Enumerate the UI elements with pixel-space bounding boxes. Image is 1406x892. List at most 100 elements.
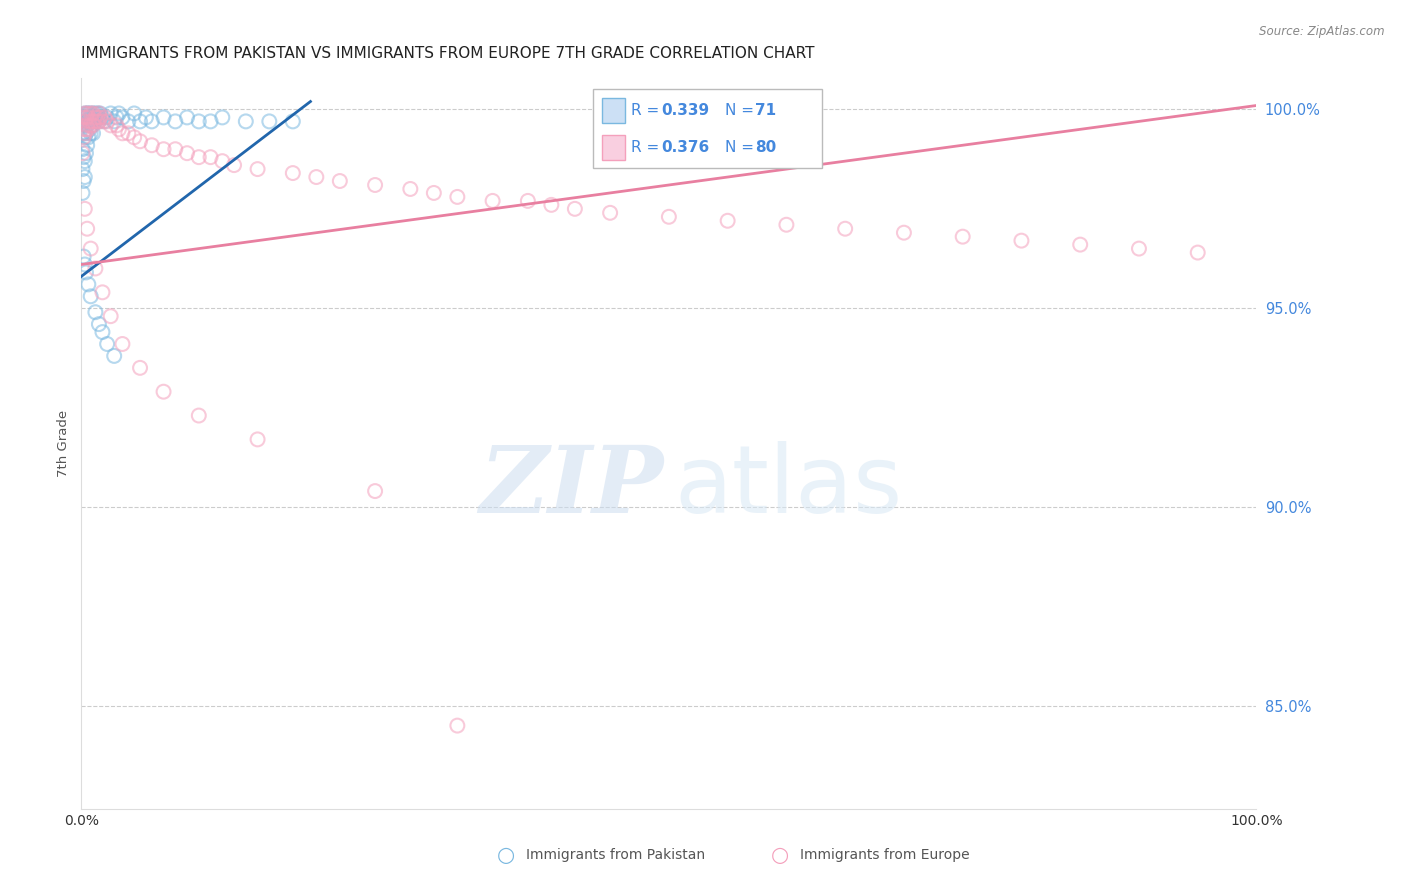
Point xyxy=(1010,234,1032,248)
Point xyxy=(117,126,139,140)
Point xyxy=(246,162,269,177)
Point xyxy=(72,111,94,125)
Point xyxy=(305,169,328,184)
Point xyxy=(100,119,122,133)
Point xyxy=(105,119,128,133)
Point xyxy=(77,111,100,125)
Point xyxy=(364,484,387,499)
Point xyxy=(200,150,222,164)
Point xyxy=(80,114,103,128)
Text: ZIP: ZIP xyxy=(479,442,664,533)
Point xyxy=(658,210,681,224)
Text: Immigrants from Europe: Immigrants from Europe xyxy=(800,847,970,862)
Point xyxy=(481,194,503,208)
Point xyxy=(717,213,740,227)
Point xyxy=(211,154,233,169)
Point xyxy=(86,114,108,128)
Point xyxy=(540,198,562,212)
Point xyxy=(91,114,114,128)
Point xyxy=(96,111,118,125)
Point xyxy=(82,119,104,133)
Point xyxy=(84,106,107,120)
Point xyxy=(446,718,468,732)
Point xyxy=(152,142,174,156)
Point xyxy=(83,111,105,125)
Point xyxy=(599,206,621,220)
Point xyxy=(82,126,104,140)
Point xyxy=(75,146,97,161)
Point xyxy=(87,106,110,120)
Point xyxy=(165,114,187,128)
Point xyxy=(564,202,586,216)
Point xyxy=(129,114,152,128)
Point xyxy=(364,178,387,192)
Text: atlas: atlas xyxy=(675,442,903,533)
Point xyxy=(187,409,209,423)
Text: Immigrants from Pakistan: Immigrants from Pakistan xyxy=(526,847,704,862)
Point xyxy=(82,106,104,120)
Text: ○: ○ xyxy=(772,845,789,864)
Point xyxy=(96,337,118,351)
Point xyxy=(80,119,103,133)
Point xyxy=(72,111,94,125)
Point xyxy=(91,325,114,339)
Point xyxy=(76,106,98,120)
Point xyxy=(76,106,98,120)
Point xyxy=(222,158,245,172)
Point xyxy=(165,142,187,156)
Point xyxy=(129,360,152,375)
Point xyxy=(76,119,98,133)
Point xyxy=(75,122,97,136)
Point xyxy=(84,111,107,125)
Point xyxy=(516,194,538,208)
Point xyxy=(108,122,131,136)
Point xyxy=(72,122,94,136)
Point xyxy=(80,111,103,125)
Point xyxy=(72,146,94,161)
Point xyxy=(72,150,94,164)
Point xyxy=(75,265,97,279)
Point xyxy=(94,114,117,128)
Point xyxy=(73,126,96,140)
Point xyxy=(72,126,94,140)
Point xyxy=(80,242,103,256)
Point xyxy=(87,114,110,128)
Point xyxy=(76,119,98,133)
Point xyxy=(176,146,198,161)
Point xyxy=(329,174,352,188)
Point xyxy=(75,126,97,140)
Point xyxy=(423,186,446,200)
Point xyxy=(103,349,125,363)
Point xyxy=(80,106,103,120)
Point xyxy=(111,337,134,351)
Point xyxy=(76,138,98,153)
Point xyxy=(86,111,108,125)
Point xyxy=(73,114,96,128)
Point xyxy=(100,106,122,120)
Point xyxy=(79,122,101,136)
Point xyxy=(75,111,97,125)
Point xyxy=(446,190,468,204)
Point xyxy=(235,114,257,128)
Point xyxy=(73,202,96,216)
Point xyxy=(84,114,107,128)
Point xyxy=(91,111,114,125)
Point xyxy=(152,111,174,125)
Point xyxy=(87,111,110,125)
Point xyxy=(117,114,139,128)
Point xyxy=(105,111,128,125)
Point xyxy=(141,114,163,128)
Point xyxy=(141,138,163,153)
Point xyxy=(76,221,98,235)
Point xyxy=(87,106,110,120)
Point xyxy=(72,186,94,200)
Point xyxy=(259,114,281,128)
Point xyxy=(77,114,100,128)
Point xyxy=(83,114,105,128)
Point xyxy=(893,226,915,240)
Point xyxy=(176,111,198,125)
Point xyxy=(87,317,110,331)
Point xyxy=(73,258,96,272)
Point xyxy=(77,130,100,145)
Point xyxy=(77,277,100,292)
